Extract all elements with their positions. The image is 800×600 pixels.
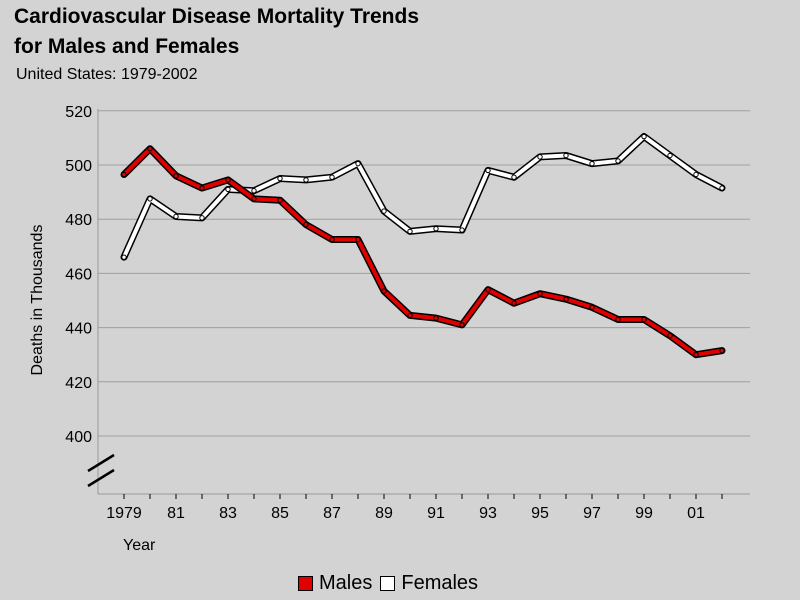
grid-lines [98,110,750,437]
chart-subtitle: United States: 1979-2002 [16,66,198,83]
legend-swatch-males [298,576,313,591]
x-tick-label: 89 [375,505,393,522]
data-point-males [277,197,283,203]
legend-item-females: Females [380,572,478,595]
data-point-males [173,173,179,179]
data-point-females [381,208,387,214]
data-point-females [173,213,179,220]
data-point-males [667,333,673,339]
data-point-males [719,347,725,354]
y-tick-label: 520 [65,104,92,121]
legend-label-females: Females [401,572,479,594]
data-point-males [563,296,569,302]
data-point-females [641,133,647,140]
axes [87,108,750,499]
data-point-males [303,221,309,228]
data-point-males [355,236,361,243]
x-tick-label: 1979 [106,505,142,522]
x-tick-label: 85 [271,505,289,522]
y-tick-label: 500 [65,158,92,175]
data-point-males [147,146,153,152]
series-males-line [122,146,724,357]
data-point-females [277,175,283,182]
data-point-females [719,185,725,191]
legend-item-males: Males [298,572,372,595]
data-point-females [251,188,257,194]
data-point-females [433,225,439,232]
series-males-outline [120,145,726,359]
legend: Males Females [298,572,486,595]
data-point-females [563,152,569,159]
data-point-females [199,215,205,221]
x-axis-title: Year [123,537,156,554]
series-females-outline [120,133,726,261]
data-point-males [511,300,517,306]
data-point-males [433,315,439,321]
data-point-males [381,288,387,294]
chart-title-line-2: for Males and Females [14,35,240,58]
legend-swatch-females [380,576,396,591]
data-point-females [459,227,465,233]
y-tick-label: 440 [65,321,92,338]
data-point-males [329,236,335,243]
data-point-females [667,152,673,159]
data-point-males [485,286,491,293]
y-tick-label: 480 [65,212,92,229]
data-point-females [537,154,543,160]
data-point-males [641,316,647,323]
x-tick-label: 97 [583,505,601,522]
axis-labels: 400 420 440 460 480 500 520 1979 81 83 85 87 89 91 93 9… [29,104,705,554]
x-tick-label: 81 [167,505,185,522]
data-point-males [459,322,465,328]
data-point-males [615,316,621,323]
data-point-females [511,174,517,180]
x-tick-label: 83 [219,505,237,522]
data-point-females [303,177,309,183]
data-point-males [537,291,543,297]
x-tick-label: 91 [427,505,445,522]
x-tick-label: 01 [687,505,705,522]
axis-break-mark [87,453,115,473]
data-point-females [407,228,413,235]
y-tick-label: 420 [65,375,92,392]
data-point-females [121,254,127,260]
x-tick-label: 87 [323,505,341,522]
y-tick-label: 400 [65,429,92,446]
data-point-females [225,186,231,193]
data-point-females [355,160,361,167]
data-point-females [693,171,699,178]
data-point-females [615,158,621,164]
data-series [120,133,726,359]
data-point-males [693,352,699,358]
axis-break-mark [87,468,115,488]
legend-label-males: Males [319,572,373,594]
data-point-males [251,196,257,202]
chart-title-line-1: Cardiovascular Disease Mortality Trends [14,5,419,28]
y-axis-title: Deaths in Thousands [29,225,46,376]
data-point-males [589,304,595,310]
data-point-males [199,185,205,191]
x-tick-label: 93 [479,505,497,522]
series-females-line [122,134,724,260]
data-point-females [485,167,491,174]
data-point-females [329,174,335,180]
data-point-females [147,196,153,202]
x-tick-label: 99 [635,505,653,522]
data-point-females [589,160,595,167]
y-tick-label: 460 [65,266,92,283]
data-point-males [407,312,413,319]
data-point-males [121,171,127,178]
x-tick-label: 95 [531,505,549,522]
data-point-males [225,177,231,183]
